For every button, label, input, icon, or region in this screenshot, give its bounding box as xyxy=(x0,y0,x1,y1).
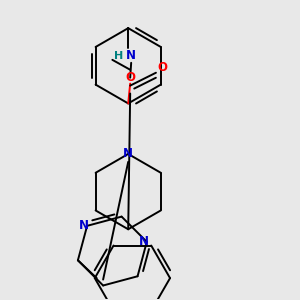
Text: N: N xyxy=(126,50,136,62)
Text: O: O xyxy=(157,61,167,74)
Text: H: H xyxy=(114,51,123,61)
Text: N: N xyxy=(139,235,149,248)
Text: N: N xyxy=(79,219,89,232)
Text: O: O xyxy=(125,71,135,84)
Text: N: N xyxy=(123,148,133,160)
